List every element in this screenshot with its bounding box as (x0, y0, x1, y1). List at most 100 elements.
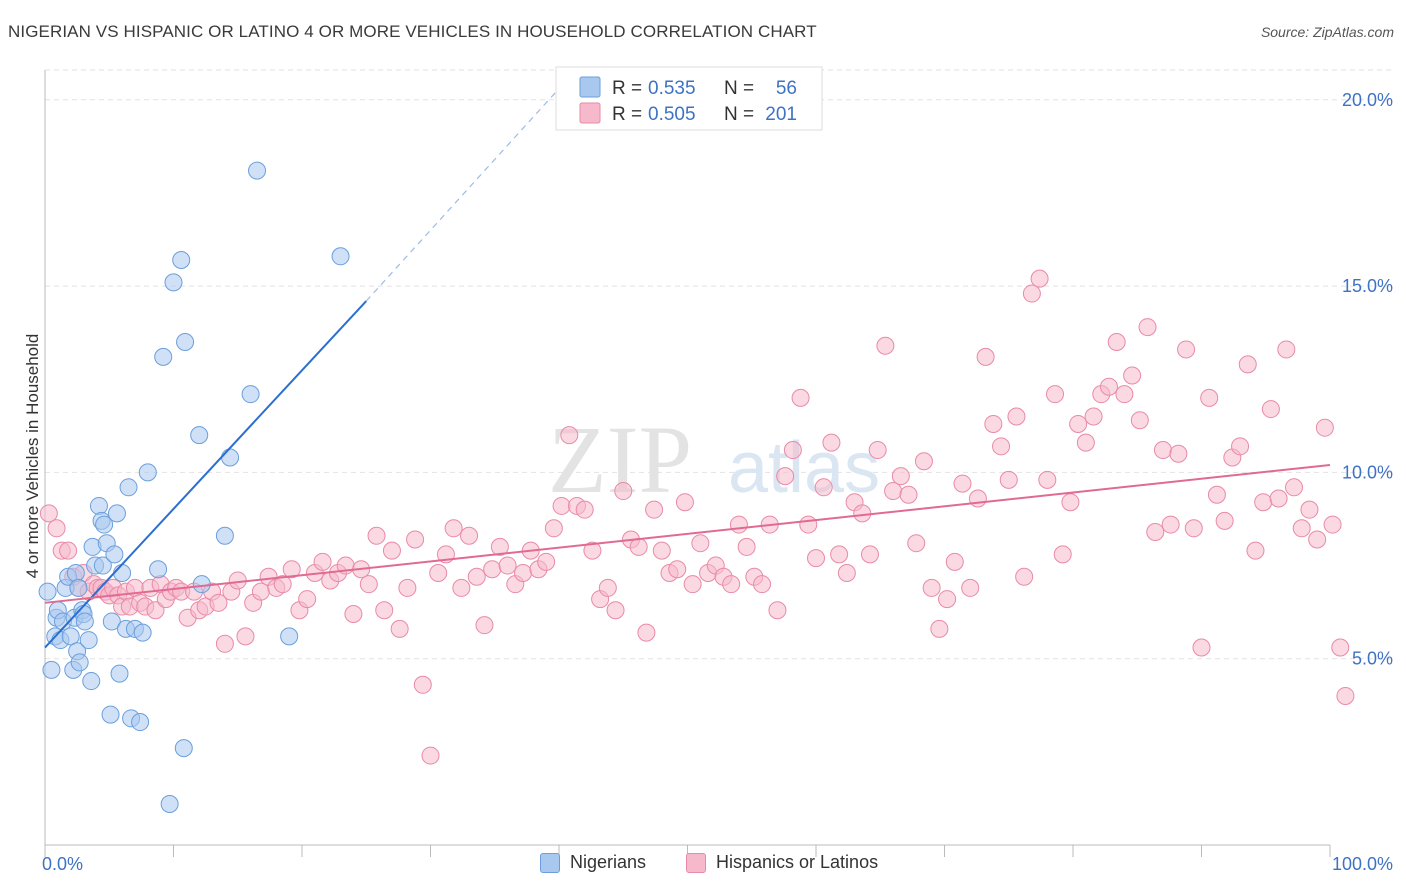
hispanic-point (490, 537, 509, 556)
hispanic-point (59, 541, 78, 560)
x-tick-label-end: 100.0% (1332, 854, 1393, 874)
legend-top-swatch (579, 102, 601, 124)
y-tick-label: 10.0% (1342, 462, 1393, 482)
hispanic-point (359, 575, 378, 594)
legend-top-box (555, 66, 823, 131)
hispanic-point (1161, 515, 1180, 534)
hispanic-point (961, 578, 980, 597)
hispanic-point (868, 441, 887, 460)
hispanic-point (421, 746, 440, 765)
series-nigerians-points (38, 161, 350, 814)
nigerian-point (174, 739, 193, 758)
y-tick-label: 20.0% (1342, 90, 1393, 110)
hispanic-point (1285, 478, 1304, 497)
nigerian-point (131, 713, 150, 732)
hispanic-point (984, 414, 1003, 433)
legend-item-nigerians: Nigerians (540, 852, 646, 873)
hispanic-point (282, 560, 301, 579)
nigerian-point (42, 660, 61, 679)
hispanic-point (1261, 400, 1280, 419)
hispanic-point (953, 474, 972, 493)
hispanic-point (1215, 511, 1234, 530)
hispanic-point (830, 545, 849, 564)
legend-r-label: R = (612, 78, 642, 99)
nigerian-point (176, 332, 195, 351)
hispanic-point (1254, 493, 1273, 512)
hispanic-point (914, 452, 933, 471)
trend-lines (44, 88, 1331, 649)
nigerian-point (149, 560, 168, 579)
hispanic-point (1315, 418, 1334, 437)
legend-n-label: N = (724, 104, 754, 125)
hispanic-point (146, 601, 165, 620)
hispanic-point (382, 541, 401, 560)
hispanic-point (1207, 485, 1226, 504)
nigerian-point (61, 627, 80, 646)
nigerian-trend-line (44, 300, 367, 649)
hispanic-point (215, 634, 234, 653)
hispanic-point (236, 627, 255, 646)
hispanic-point (1231, 437, 1250, 456)
hispanic-point (273, 575, 292, 594)
hispanic-point (992, 437, 1011, 456)
legend-item-hispanics: Hispanics or Latinos (686, 852, 878, 873)
nigerian-point (241, 385, 260, 404)
hispanic-point (876, 336, 895, 355)
hispanic-point (822, 433, 841, 452)
hispanic-point (1184, 519, 1203, 538)
hispanic-point (251, 582, 270, 601)
hispanic-point (475, 616, 494, 635)
hispanic-point (729, 515, 748, 534)
nigerian-point (280, 627, 299, 646)
hispanic-point (1015, 567, 1034, 586)
hispanic-point (444, 519, 463, 538)
hispanic-point (1292, 519, 1311, 538)
hispanic-point (598, 578, 617, 597)
nigerian-point (69, 578, 88, 597)
hispanic-point (1323, 515, 1342, 534)
hispanic-point (614, 482, 633, 501)
hispanic-point (629, 537, 648, 556)
hispanic-point (799, 515, 818, 534)
hispanic-point (514, 564, 533, 583)
y-tick-label: 5.0% (1352, 649, 1393, 669)
hispanic-point (837, 564, 856, 583)
nigerian-point (172, 251, 191, 270)
hispanic-point (791, 388, 810, 407)
hispanic-point (1046, 385, 1065, 404)
hispanic-point (1107, 332, 1126, 351)
hispanic-point (398, 578, 417, 597)
hispanic-point (406, 530, 425, 549)
hispanic-trend-line (44, 463, 1331, 604)
legend-top: R = 0.535 N = 56 R = 0.505 N = 201 (555, 66, 823, 131)
hispanic-point (1146, 523, 1165, 542)
hispanic-point (668, 560, 687, 579)
hispanic-point (1308, 530, 1327, 549)
hispanic-point (922, 578, 941, 597)
hispanic-point (891, 467, 910, 486)
hispanic-point (575, 500, 594, 519)
legend-swatch-nigerians (540, 852, 560, 873)
nigerian-point (190, 426, 209, 445)
hispanic-point (683, 575, 702, 594)
hispanic-point (976, 347, 995, 366)
hispanic-point (1099, 377, 1118, 396)
hispanic-point (298, 590, 317, 609)
hispanic-point (39, 504, 58, 523)
nigerian-point (215, 526, 234, 545)
hispanic-point (1269, 489, 1288, 508)
hispanic-point (228, 571, 247, 590)
nigerian-point (38, 582, 57, 601)
hispanic-point (367, 526, 386, 545)
hispanic-point (1007, 407, 1026, 426)
hispanic-point (1277, 340, 1296, 359)
hispanic-point (344, 604, 363, 623)
hispanic-point (737, 537, 756, 556)
nigerian-point (138, 463, 157, 482)
nigerian-point (119, 478, 138, 497)
legend-swatch-hispanics (686, 852, 706, 873)
hispanic-point (1169, 444, 1188, 463)
hispanic-point (452, 578, 471, 597)
hispanic-point (1076, 433, 1095, 452)
